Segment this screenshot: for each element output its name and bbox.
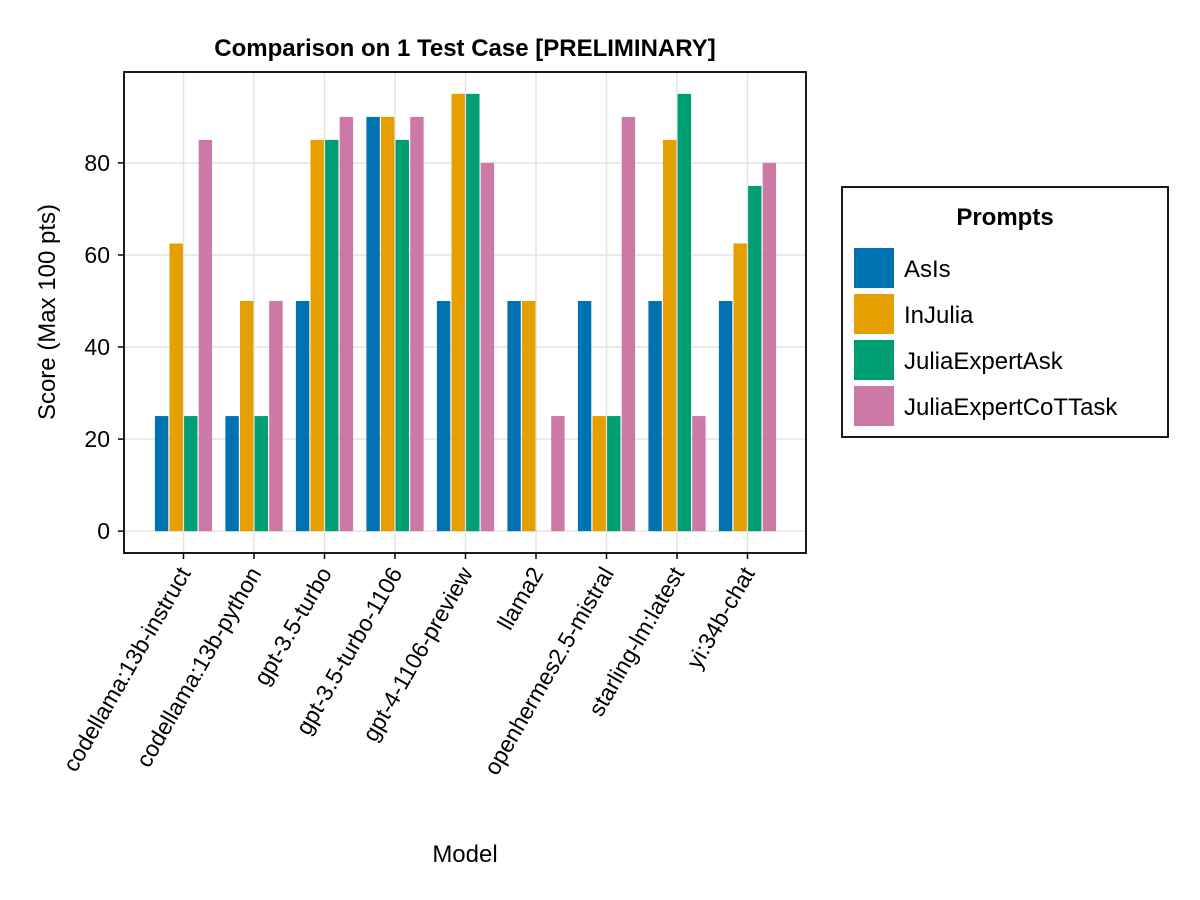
bar-juliaexpertask-3 (395, 139, 409, 532)
legend: Prompts AsIs InJulia JuliaExpertAsk JuliaEx… (841, 186, 1169, 438)
bar-juliaexpertcottask-4 (480, 162, 495, 532)
bar-juliaexpertcottask-3 (410, 116, 424, 532)
legend-label-injulia: InJulia (904, 302, 974, 329)
bar-asis-5 (507, 300, 521, 532)
bar-asis-1 (225, 416, 239, 532)
bar-juliaexpertask-2 (325, 139, 339, 532)
x-axis-label: Model (432, 841, 497, 868)
bar-asis-2 (295, 300, 310, 532)
bar-injulia-7 (663, 139, 677, 532)
legend-label-asis: AsIs (904, 256, 951, 283)
bar-asis-6 (577, 300, 592, 532)
x-tick-label: codellama:13b-python (131, 563, 267, 772)
bar-injulia-1 (240, 300, 254, 532)
y-axis-ticks: 0 20 40 60 80 (84, 150, 124, 544)
bar-injulia-2 (310, 139, 324, 532)
bar-asis-7 (648, 300, 662, 532)
y-tick-label: 80 (84, 150, 110, 176)
legend-label-juliaexpertcottask: JuliaExpertCoTTask (904, 394, 1118, 421)
y-tick-label: 20 (84, 426, 110, 452)
x-tick-label: llama2 (492, 563, 548, 635)
y-tick-label: 40 (84, 334, 110, 360)
bar-juliaexpertask-1 (254, 416, 268, 532)
x-tick-label: yi:34b-chat (681, 562, 760, 673)
y-axis-label: Score (Max 100 pts) (34, 204, 61, 420)
bar-injulia-8 (733, 243, 747, 532)
bar-juliaexpertcottask-6 (621, 116, 636, 532)
bar-juliaexpertask-7 (677, 93, 691, 532)
legend-swatch-asis (854, 248, 894, 288)
legend-swatch-injulia (854, 294, 894, 334)
bar-injulia-0 (169, 243, 183, 532)
bar-juliaexpertask-0 (184, 416, 198, 532)
bar-juliaexpertcottask-5 (551, 416, 565, 532)
bar-injulia-3 (381, 116, 395, 532)
legend-label-juliaexpertask: JuliaExpertAsk (904, 348, 1064, 375)
bar-asis-3 (366, 116, 380, 532)
legend-items: AsIs InJulia JuliaExpertAsk JuliaExpertCoTT… (854, 248, 1118, 426)
bars (154, 93, 777, 532)
legend-swatch-juliaexpertask (854, 340, 894, 380)
bar-juliaexpertcottask-2 (339, 116, 354, 532)
y-tick-label: 0 (97, 518, 110, 544)
bar-injulia-4 (451, 93, 465, 532)
y-tick-label: 60 (84, 242, 110, 268)
chart-title: Comparison on 1 Test Case [PRELIMINARY] (214, 35, 715, 62)
bar-juliaexpertcottask-0 (198, 139, 213, 532)
bar-juliaexpertcottask-7 (692, 416, 706, 532)
bar-juliaexpertask-8 (748, 185, 762, 532)
x-tick-label: codellama:13b-instruct (58, 562, 197, 776)
legend-title: Prompts (956, 204, 1053, 231)
bar-juliaexpertask-6 (607, 416, 621, 532)
bar-juliaexpertcottask-1 (269, 300, 283, 532)
bar-injulia-6 (592, 416, 606, 532)
bar-asis-4 (436, 300, 451, 532)
bar-asis-0 (154, 416, 169, 532)
x-tick-label: openhermes2.5-mistral (479, 563, 619, 780)
bar-asis-8 (718, 300, 733, 532)
legend-box (841, 186, 1169, 438)
bar-juliaexpertask-4 (466, 93, 480, 532)
x-axis-ticks: codellama:13b-instructcodellama:13b-pyth… (58, 553, 760, 780)
bar-injulia-5 (522, 300, 536, 532)
bar-juliaexpertcottask-8 (762, 162, 777, 532)
legend-swatch-juliaexpertcottask (854, 386, 894, 426)
